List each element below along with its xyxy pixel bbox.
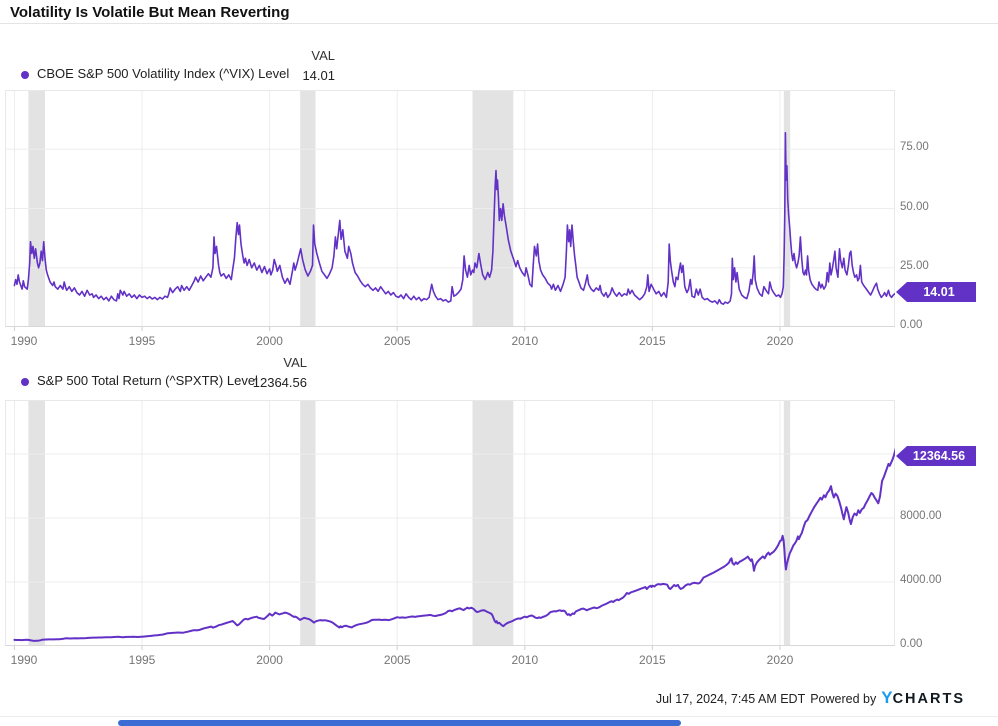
series-line bbox=[13, 131, 895, 305]
x-axis-label: 2015 bbox=[639, 653, 666, 667]
vix-plot[interactable] bbox=[5, 90, 895, 333]
footer: Jul 17, 2024, 7:45 AM EDT Powered by Y CH… bbox=[656, 688, 965, 708]
series-dot-icon bbox=[21, 71, 29, 79]
y-axis-label: 50.00 bbox=[900, 200, 929, 213]
y-axis-label: 25.00 bbox=[900, 259, 929, 272]
page-title: Volatility Is Volatile But Mean Revertin… bbox=[10, 4, 290, 21]
spxtr-plot[interactable] bbox=[5, 400, 895, 652]
x-axis-label: 1990 bbox=[10, 653, 38, 667]
y-axis-label: 75.00 bbox=[900, 141, 929, 154]
ycharts-logo-y-icon: Y bbox=[881, 688, 893, 707]
y-axis-label: 4000.00 bbox=[900, 574, 942, 586]
vix-last-value-tag: 14.01 bbox=[896, 282, 976, 302]
y-axis-label: 8000.00 bbox=[900, 510, 942, 522]
val-header: VAL bbox=[311, 48, 335, 63]
series-dot-icon bbox=[21, 378, 29, 386]
recession-band bbox=[300, 400, 316, 646]
x-axis-label: 2015 bbox=[639, 334, 666, 348]
x-axis-label: 2010 bbox=[511, 653, 539, 667]
footer-powered-by: Powered by bbox=[810, 692, 877, 706]
footer-timestamp: Jul 17, 2024, 7:45 AM EDT bbox=[655, 692, 806, 706]
x-axis-label: 2010 bbox=[511, 334, 539, 348]
val-value-vix: 14.01 bbox=[302, 68, 335, 83]
val-value-spxtr: 12364.56 bbox=[252, 375, 307, 390]
x-axis-label: 2020 bbox=[766, 653, 794, 667]
y-axis-label: 0.00 bbox=[900, 319, 923, 331]
x-axis-label: 1995 bbox=[128, 653, 156, 667]
val-header: VAL bbox=[283, 355, 307, 370]
series-line bbox=[13, 447, 895, 642]
val-column-spxtr: VAL 12364.56 bbox=[200, 355, 307, 390]
x-axis-label: 2005 bbox=[383, 334, 411, 348]
recession-band bbox=[472, 400, 514, 646]
horizontal-scrollbar-thumb[interactable] bbox=[118, 720, 681, 726]
recession-band bbox=[783, 400, 791, 646]
bottom-divider bbox=[0, 716, 998, 717]
val-column-vix: VAL 14.01 bbox=[240, 48, 335, 83]
x-axis-label: 2005 bbox=[383, 653, 411, 667]
spxtr-last-value-tag: 12364.56 bbox=[896, 446, 976, 466]
x-axis-label: 2020 bbox=[766, 334, 794, 348]
y-axis-label: 0.00 bbox=[900, 638, 923, 650]
legend-label-vix: CBOE S&P 500 Volatility Index (^VIX) Lev… bbox=[37, 66, 290, 81]
legend-label-spxtr: S&P 500 Total Return (^SPXTR) Level bbox=[37, 373, 258, 388]
title-divider bbox=[0, 23, 998, 24]
x-axis-label: 1995 bbox=[128, 334, 156, 348]
recession-band bbox=[28, 400, 45, 646]
ycharts-logo: Y CHARTS bbox=[881, 688, 965, 708]
x-axis-label: 2000 bbox=[256, 653, 283, 667]
ycharts-logo-text: CHARTS bbox=[892, 691, 965, 707]
x-axis-label: 1990 bbox=[10, 334, 38, 348]
x-axis-label: 2000 bbox=[256, 334, 283, 348]
